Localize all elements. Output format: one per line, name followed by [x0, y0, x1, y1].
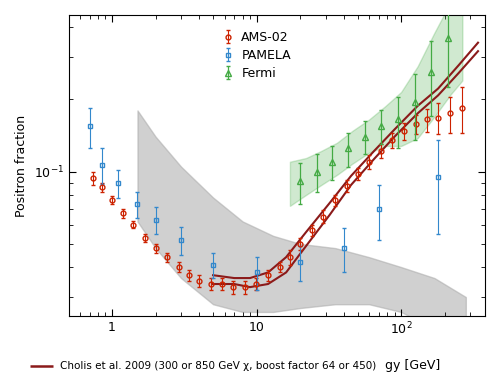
Text: gy [GeV]: gy [GeV]	[385, 359, 440, 372]
Y-axis label: Positron fraction: Positron fraction	[15, 114, 28, 217]
Text: Cholis et al. 2009 (300 or 850 GeV χ, boost factor 64 or 450): Cholis et al. 2009 (300 or 850 GeV χ, bo…	[60, 361, 376, 370]
Legend: AMS-02, PAMELA, Fermi: AMS-02, PAMELA, Fermi	[216, 27, 294, 84]
